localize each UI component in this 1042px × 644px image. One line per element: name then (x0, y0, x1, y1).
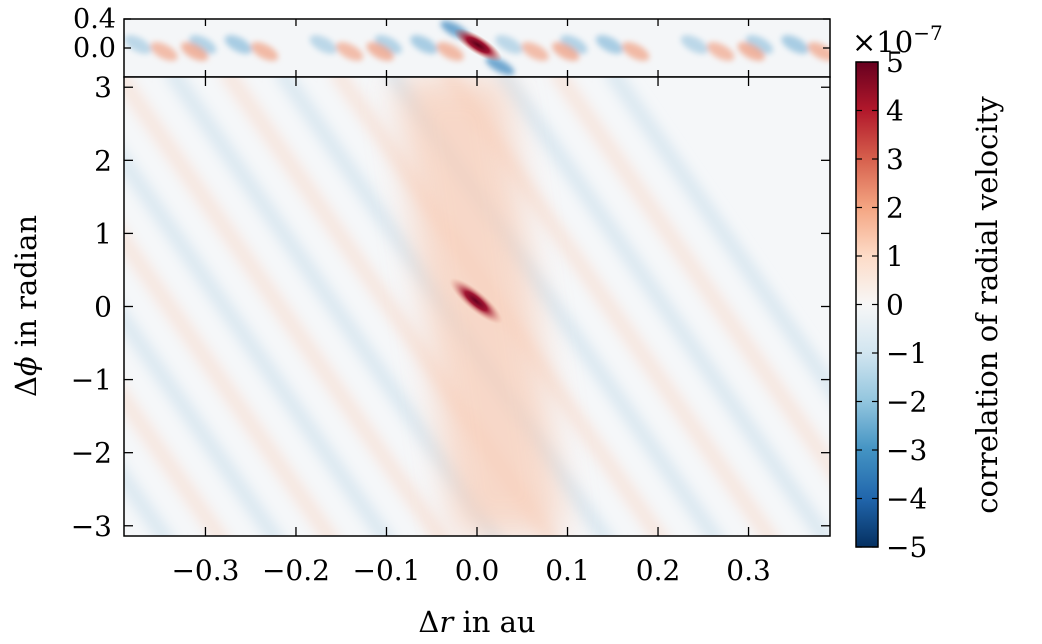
colorbar-label: correlation of radial velocity (970, 96, 1004, 514)
main-stripe (165, 77, 504, 536)
colorbar-tick-label: −3 (886, 434, 927, 467)
top-stripe (250, 42, 279, 61)
main-stripe (124, 385, 229, 536)
top-stripe (180, 42, 209, 61)
top-stripe (495, 35, 523, 54)
top-y-tick-label: 0.4 (73, 4, 116, 35)
colorbar-tick-label: −4 (886, 483, 927, 516)
top-stripe (1, 31, 34, 57)
x-tick-label: −0.3 (171, 554, 239, 587)
top-stripe (189, 35, 217, 54)
main-stripe (550, 77, 830, 480)
top-stripe (560, 35, 588, 54)
colorbar-tick-label: −2 (886, 386, 927, 419)
top-stripe (485, 56, 515, 76)
top-stripe (309, 35, 337, 54)
main-heatmap-stripes (0, 70, 830, 545)
main-stripe (124, 227, 339, 536)
x-tick-label: −0.1 (352, 554, 420, 587)
top-stripe (990, 38, 1023, 64)
colorbar-tick-label: 2 (886, 192, 904, 225)
x-tick-label: 0.3 (726, 554, 771, 587)
main-stripe (0, 70, 5, 545)
x-tick-label: 0.2 (636, 554, 681, 587)
y-axis-label-delta: Δ (9, 376, 43, 397)
y-tick-label: −3 (71, 510, 112, 543)
y-axis-label-var: ϕ (9, 356, 43, 376)
main-stripe (124, 148, 394, 536)
top-stripe (680, 35, 709, 54)
y-tick-label: 1 (94, 217, 112, 250)
x-axis-label: Δr in au (418, 605, 535, 639)
top-stripe (124, 35, 152, 54)
colorbar-tick-label: 4 (886, 95, 904, 128)
top-stripe (150, 42, 178, 61)
colorbar-multiplier-base: ×10 (852, 25, 913, 59)
x-axis: −0.3 −0.2 −0.1 0.0 0.1 0.2 0.3 (171, 19, 771, 587)
colorbar-multiplier-exponent: −7 (913, 21, 942, 45)
colorbar-tick-label: −5 (886, 531, 927, 564)
x-axis-label-delta: Δ (418, 605, 439, 639)
top-y-tick-label: 0.0 (73, 33, 116, 64)
top-stripe (366, 42, 394, 61)
main-stripe (605, 77, 830, 401)
x-axis-label-rest: in au (453, 605, 535, 639)
colorbar-tick-label: 1 (886, 240, 904, 273)
colorbar-tick-label: 3 (886, 143, 904, 176)
top-y-axis: 0.00.4 (73, 4, 830, 64)
y-axis-label: Δϕ in radian (9, 215, 43, 397)
top-stripe (521, 42, 549, 61)
colorbar-tick-label: 0 (886, 289, 904, 322)
y-axis-label-rest: in radian (9, 215, 43, 356)
colorbar-multiplier: ×10−7 (852, 21, 943, 59)
top-stripe (707, 42, 735, 61)
y-tick-label: 2 (94, 144, 112, 177)
y-tick-label: −2 (71, 437, 112, 470)
main-stripe (495, 77, 830, 536)
main-heatmap (0, 70, 830, 545)
top-heatmap-stripes (0, 20, 1023, 76)
top-stripe (595, 35, 624, 54)
top-stripe (335, 42, 364, 61)
main-heatmap-peak (449, 277, 503, 325)
y-axis: −3 −2 −1 0 1 2 3 (71, 71, 830, 543)
top-heatmap-peak (453, 28, 503, 62)
main-stripe (124, 77, 449, 536)
top-stripe (807, 42, 830, 61)
y-tick-label: 0 (94, 291, 112, 324)
x-tick-label: 0.1 (545, 554, 590, 587)
top-stripe (745, 35, 774, 54)
top-stripe (36, 31, 69, 57)
top-stripe (410, 35, 438, 54)
top-stripe (374, 35, 402, 54)
y-tick-label: −1 (71, 364, 112, 397)
top-stripe (436, 42, 464, 61)
main-stripe (124, 306, 284, 536)
x-axis-label-var: r (439, 605, 455, 639)
colorbar-gradient (856, 62, 878, 547)
colorbar-tick-label: 5 (886, 46, 904, 79)
top-stripe (781, 35, 809, 54)
y-tick-label: 3 (94, 71, 112, 104)
top-stripe (622, 42, 650, 61)
top-stripe (552, 42, 580, 61)
colorbar-ticks: 5 4 3 2 1 0 −1 −2 −3 −4 −5 (856, 46, 927, 564)
colorbar-tick-label: −1 (886, 337, 927, 370)
colorbar: 5 4 3 2 1 0 −1 −2 −3 −4 −5 ×10−7 correlation of ra… (852, 21, 1004, 564)
x-tick-label: −0.2 (262, 554, 330, 587)
top-stripe (224, 35, 252, 54)
top-stripe (0, 38, 26, 64)
x-tick-label: 0.0 (455, 554, 500, 587)
top-stripe (737, 42, 765, 61)
top-stripe (964, 31, 997, 57)
top-zoom-panel: 0.00.4 (0, 4, 1023, 78)
main-panel: −0.3 −0.2 −0.1 0.0 0.1 0.2 0.3 −3 −2 −1 0 1 2 3 Δr i… (0, 19, 831, 639)
